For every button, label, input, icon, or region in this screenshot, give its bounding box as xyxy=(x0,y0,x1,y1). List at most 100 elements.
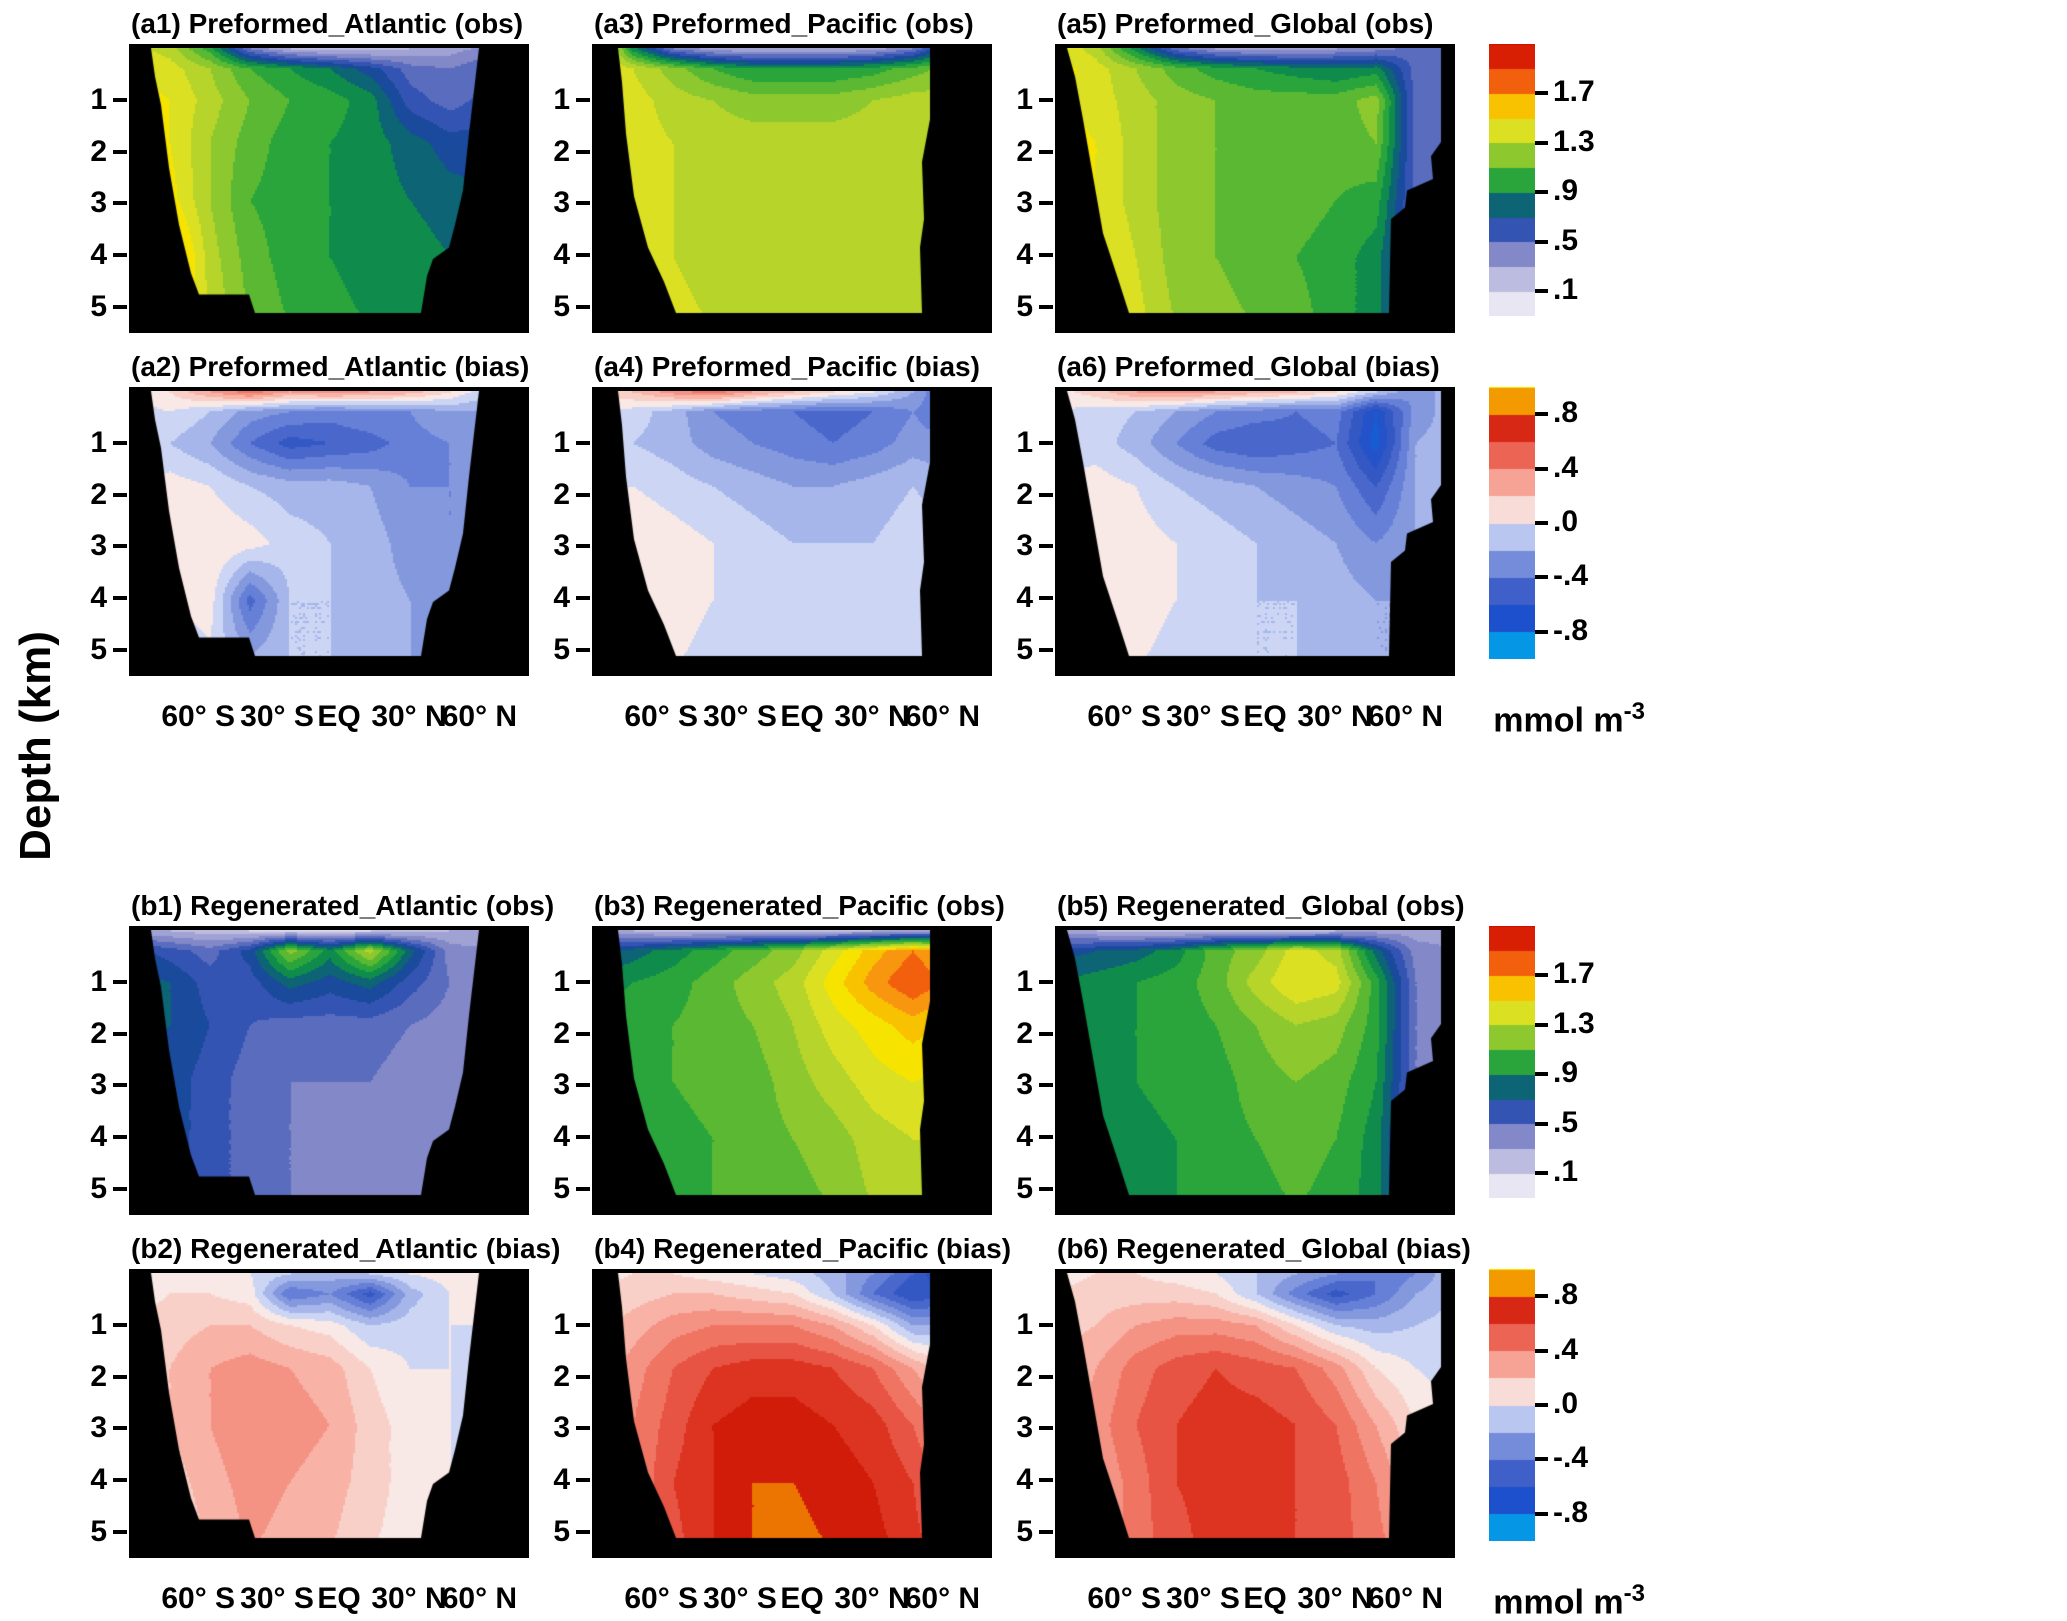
panel-title-a3: (a3) Preformed_Pacific (obs) xyxy=(594,8,974,39)
depth-tick-label: 3 xyxy=(1016,1411,1053,1445)
depth-tick-label: 5 xyxy=(553,1515,590,1549)
plot-area-a1: 1 2 3 4 5 xyxy=(90,44,529,333)
y-axis-label: Depth (km) xyxy=(11,630,60,861)
lat-tick-label: EQ xyxy=(317,1582,361,1615)
units-exponent: -3 xyxy=(1623,1580,1645,1607)
depth-tick-label: 2 xyxy=(553,1359,590,1393)
colorbar-bias-top: .8 .4 .0 -.4 -.8 xyxy=(1463,349,1649,692)
depth-tick-label: 2 xyxy=(553,477,590,511)
depth-tick-label: 4 xyxy=(553,581,590,615)
contour-canvas-a3 xyxy=(592,48,992,333)
depth-tick-label: 3 xyxy=(1016,186,1053,220)
panel-a3: (a3) Preformed_Pacific (obs) 1 2 3 4 5 xyxy=(537,6,1000,349)
colorbar-obs-canvas xyxy=(1489,926,1535,1198)
depth-axis-ticks: 1 2 3 4 5 xyxy=(71,930,129,1215)
lat-axis-b-pacific: 60° S 30° S EQ 30° N 60° N xyxy=(537,1574,1000,1621)
colorbar-bias-canvas xyxy=(1489,1269,1535,1541)
depth-tick-label: 3 xyxy=(553,529,590,563)
panel-title-a4: (a4) Preformed_Pacific (bias) xyxy=(594,351,980,382)
colorbar-tick-label: 1.3 xyxy=(1535,1006,1595,1040)
depth-tick-label: 5 xyxy=(1016,633,1053,667)
lat-axis-b-atlantic: 60° S 30° S EQ 30° N 60° N xyxy=(74,1574,537,1621)
depth-tick-label: 2 xyxy=(1016,1359,1053,1393)
depth-tick-label: 2 xyxy=(90,1359,127,1393)
panel-a4: (a4) Preformed_Pacific (bias) 1 2 3 4 5 xyxy=(537,349,1000,692)
colorbar-tick-label: -.4 xyxy=(1534,559,1589,593)
colorbar-tick-label: .0 xyxy=(1534,1387,1579,1420)
lat-tick-label: 60° S xyxy=(161,1582,236,1615)
colorbar-tick-label: 1.3 xyxy=(1535,124,1595,158)
depth-tick-label: 5 xyxy=(90,290,127,324)
lat-tick-label: 30° S xyxy=(703,700,777,733)
depth-tick-label: 5 xyxy=(553,1172,590,1206)
plot-area-b6: 1 2 3 4 5 xyxy=(1016,1269,1455,1558)
depth-tick-label: 3 xyxy=(1016,529,1053,563)
colorbar-tick-label: .4 xyxy=(1534,450,1579,484)
panel-title-b6: (b6) Regenerated_Global (bias) xyxy=(1057,1233,1471,1264)
depth-tick-label: 3 xyxy=(1016,1068,1053,1102)
colorbar-obs-ticks: 1.7 1.3 .9 .5 .1 xyxy=(1534,44,1645,316)
depth-tick-label: 1 xyxy=(1016,82,1053,116)
colorbar-obs-bottom: 1.7 1.3 .9 .5 .1 xyxy=(1463,888,1649,1231)
depth-tick-label: 2 xyxy=(90,134,127,168)
lat-axis-a-pacific: 60° S 30° S EQ 30° N 60° N xyxy=(537,692,1000,748)
depth-axis-ticks: 1 2 3 4 5 xyxy=(997,930,1055,1215)
depth-tick-label: 1 xyxy=(1016,1307,1053,1341)
lat-tick-label: 30° S xyxy=(703,1582,777,1615)
units-base: mmol m xyxy=(1493,1583,1624,1621)
lat-tick-label: 60° N xyxy=(441,1582,518,1615)
depth-tick-label: 4 xyxy=(1016,1120,1053,1154)
depth-axis-ticks: 1 2 3 4 5 xyxy=(997,391,1055,676)
depth-tick-label: 1 xyxy=(553,425,590,459)
depth-tick-label: 1 xyxy=(90,82,127,116)
contour-canvas-b5 xyxy=(1055,930,1455,1215)
contour-canvas-a5 xyxy=(1055,48,1455,333)
colorbar-tick-label: .9 xyxy=(1534,174,1579,208)
depth-tick-label: 2 xyxy=(1016,1016,1053,1050)
contour-canvas-b6 xyxy=(1055,1273,1455,1558)
units-exponent: -3 xyxy=(1623,698,1645,725)
colorbar-obs-ticks: 1.7 1.3 .9 .5 .1 xyxy=(1534,926,1645,1198)
contour-canvas-b1 xyxy=(129,930,529,1215)
depth-tick-label: 1 xyxy=(1016,425,1053,459)
depth-tick-label: 3 xyxy=(90,186,127,220)
panel-b1: (b1) Regenerated_Atlantic (obs) 1 2 3 4 5 xyxy=(71,888,554,1231)
depth-tick-label: 5 xyxy=(1016,1515,1053,1549)
depth-axis-ticks: 1 2 3 4 5 xyxy=(71,1273,129,1558)
lat-tick-label: EQ xyxy=(1243,700,1287,733)
depth-tick-label: 4 xyxy=(90,581,127,615)
depth-axis-ticks: 1 2 3 4 5 xyxy=(534,1273,592,1558)
colorbar-tick-label: .1 xyxy=(1534,1155,1579,1189)
colorbar-tick-label: .8 xyxy=(1534,396,1579,430)
depth-axis-ticks: 1 2 3 4 5 xyxy=(71,48,129,333)
lat-tick-label: 60° N xyxy=(1367,1582,1444,1615)
depth-tick-label: 5 xyxy=(90,1515,127,1549)
depth-tick-label: 2 xyxy=(90,477,127,511)
lat-tick-label: 30° S xyxy=(240,1582,314,1615)
lat-tick-label: 60° S xyxy=(1087,1582,1162,1615)
lat-tick-label: 60° S xyxy=(624,700,699,733)
block-gap xyxy=(74,748,1649,888)
colorbar-bias-bottom: .8 .4 .0 -.4 -.8 xyxy=(1463,1231,1649,1574)
depth-tick-label: 3 xyxy=(90,529,127,563)
lat-tick-label: 60° N xyxy=(441,700,518,733)
depth-tick-label: 4 xyxy=(553,1463,590,1497)
contour-canvas-b4 xyxy=(592,1273,992,1558)
depth-tick-label: 1 xyxy=(553,1307,590,1341)
colorbar-tick-label: .4 xyxy=(1534,1332,1579,1366)
plot-area-a3: 1 2 3 4 5 xyxy=(553,44,992,333)
lat-tick-label: EQ xyxy=(1243,1582,1287,1615)
depth-tick-label: 2 xyxy=(553,1016,590,1050)
plot-area-b3: 1 2 3 4 5 xyxy=(553,926,992,1215)
panel-a1: (a1) Preformed_Atlantic (obs) 1 2 3 4 5 xyxy=(74,6,537,349)
colorbar-tick-label: -.8 xyxy=(1534,613,1589,647)
colorbar-tick-label: -.4 xyxy=(1534,1441,1589,1475)
lat-tick-label: EQ xyxy=(317,700,361,733)
plot-area-a6: 1 2 3 4 5 xyxy=(1016,387,1455,676)
depth-tick-label: 3 xyxy=(90,1068,127,1102)
depth-tick-label: 4 xyxy=(90,1463,127,1497)
lat-tick-label: 60° S xyxy=(624,1582,699,1615)
panel-title-b4: (b4) Regenerated_Pacific (bias) xyxy=(594,1233,1012,1264)
depth-tick-label: 4 xyxy=(90,1120,127,1154)
panel-title-a2: (a2) Preformed_Atlantic (bias) xyxy=(131,351,530,382)
